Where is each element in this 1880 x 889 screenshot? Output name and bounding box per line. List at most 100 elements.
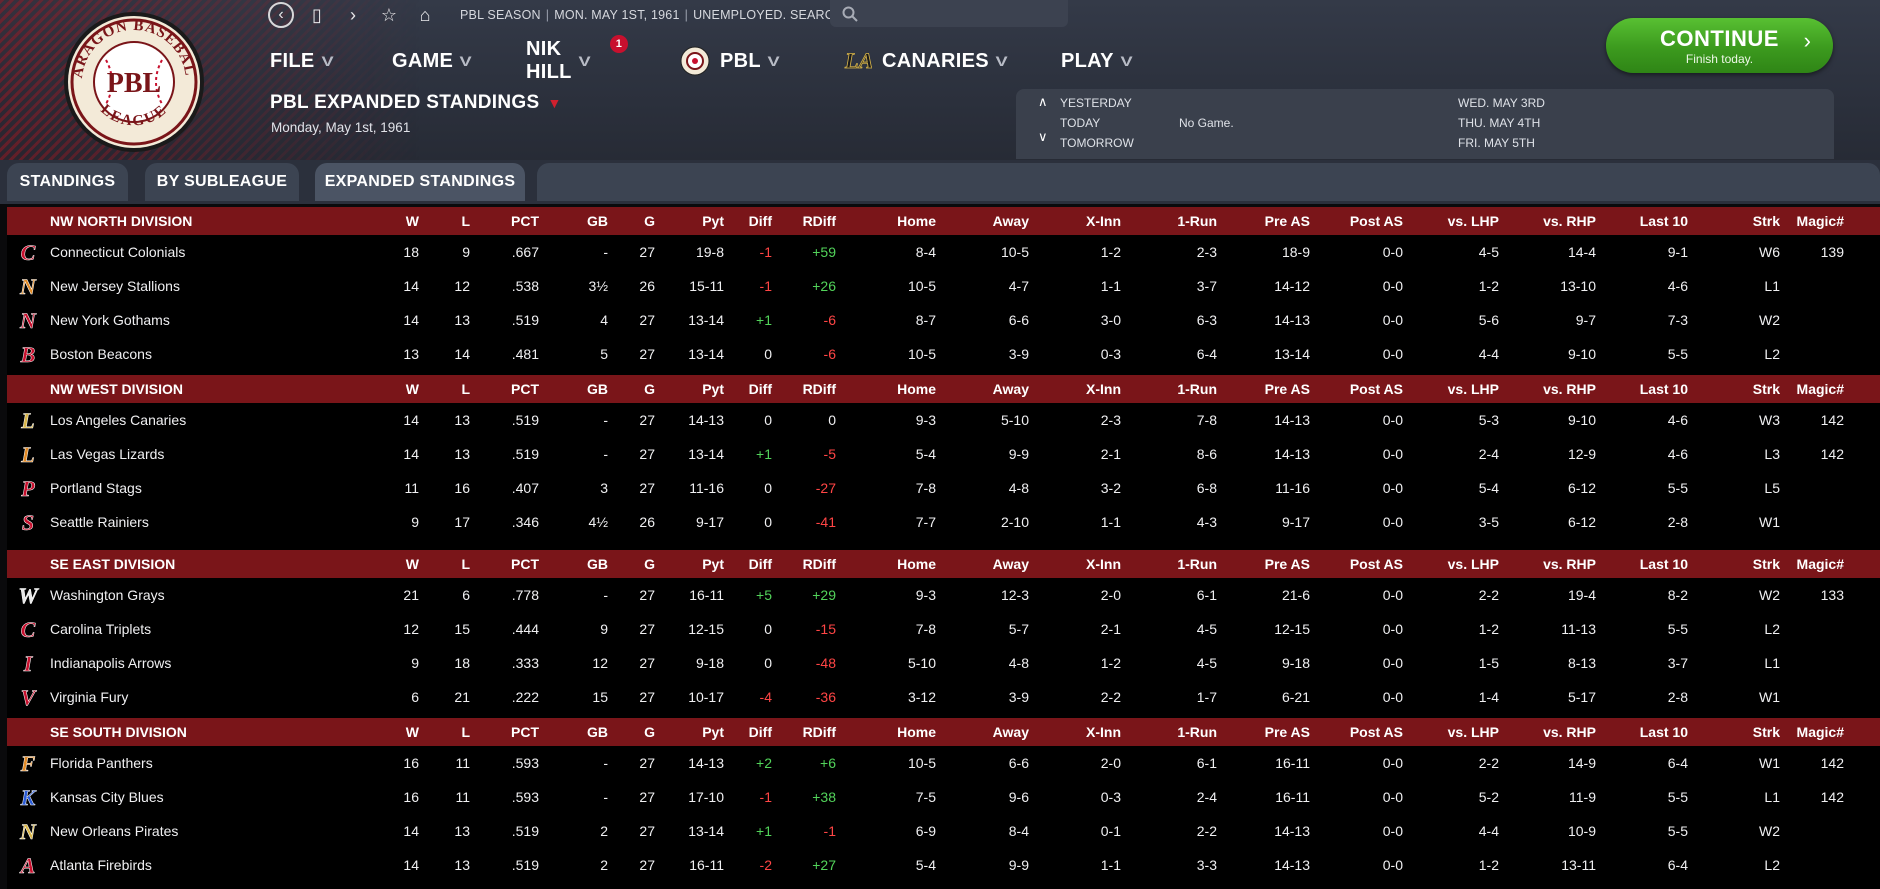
stags-logo-icon[interactable]: P [15, 475, 41, 501]
cell-vs-lhp: 5-4 [1478, 480, 1499, 496]
table-row[interactable]: C Carolina Triplets 12 15 .444 9 27 12-15 0 -15 7-… [7, 612, 1880, 646]
division-name[interactable]: NW NORTH DIVISION [50, 213, 193, 229]
search-input[interactable] [866, 6, 1056, 21]
team-name[interactable]: Atlanta Firebirds [50, 857, 152, 873]
cell-pyt: 11-16 [689, 480, 724, 496]
division-name[interactable]: NW WEST DIVISION [50, 381, 183, 397]
team-name[interactable]: Seattle Rainiers [50, 514, 149, 530]
continue-button[interactable]: CONTINUE Finish today. › [1606, 18, 1833, 73]
chevron-up-icon[interactable]: ∧ [1038, 94, 1048, 109]
blues-logo-icon[interactable]: K [15, 784, 41, 810]
team-name[interactable]: Florida Panthers [50, 755, 153, 771]
table-row[interactable]: S Seattle Rainiers 9 17 .346 4½ 26 9-17 0 -41 7-7 2… [7, 505, 1880, 539]
home-icon[interactable]: ⌂ [419, 4, 431, 25]
team-name[interactable]: Boston Beacons [50, 346, 152, 362]
table-row[interactable]: K Kansas City Blues 16 11 .593 - 27 17-10 -1 +38 7… [7, 780, 1880, 814]
crumb-date[interactable]: MON. MAY 1ST, 1961 [554, 8, 680, 22]
cell-g: 27 [639, 823, 655, 839]
firebirds-logo-icon[interactable]: A [15, 852, 41, 878]
canaries-logo-icon[interactable]: L [15, 407, 41, 433]
page-icon[interactable]: ▯ [312, 4, 322, 25]
rainiers-logo-icon[interactable]: S [15, 509, 41, 535]
team-name[interactable]: Portland Stags [50, 480, 142, 496]
table-row[interactable]: I Indianapolis Arrows 9 18 .333 12 27 9-18 0 -48 5… [7, 646, 1880, 680]
arrows-logo-icon[interactable]: I [15, 650, 41, 676]
menu-league[interactable]: PBL V [680, 44, 780, 78]
table-row[interactable]: W Washington Grays 21 6 .778 - 27 16-11 +5 +29 9-3… [7, 578, 1880, 612]
pirates-logo-icon[interactable]: N [15, 818, 41, 844]
beacons-logo-icon[interactable]: B [15, 341, 41, 367]
team-name[interactable]: Virginia Fury [50, 689, 129, 705]
cell-away: 10-5 [1000, 244, 1029, 260]
schedule-day-2[interactable]: THU. MAY 4TH [1458, 116, 1541, 130]
table-row[interactable]: A Atlanta Firebirds 14 13 .519 2 27 16-11 -2 +27 5… [7, 848, 1880, 882]
grays-logo-icon[interactable]: W [15, 582, 41, 608]
table-row[interactable]: V Virginia Fury 6 21 .222 15 27 10-17 -4 -36 3-12 3… [7, 680, 1880, 714]
table-row[interactable]: L Las Vegas Lizards 14 13 .519 - 27 13-14 +1 -5 5-… [7, 437, 1880, 471]
colonials-logo-icon[interactable]: C [15, 239, 41, 265]
column-header-w: W [405, 724, 419, 740]
column-header-magic-: Magic# [1796, 213, 1844, 229]
cell-home: 10-5 [907, 346, 936, 362]
team-name[interactable]: Indianapolis Arrows [50, 655, 172, 671]
division-name[interactable]: SE SOUTH DIVISION [50, 724, 187, 740]
fury-logo-icon[interactable]: V [15, 684, 41, 710]
cell-w: 14 [403, 412, 419, 428]
table-row[interactable]: N New Jersey Stallions 14 12 .538 3½ 26 15-11 -1… [7, 269, 1880, 303]
division-name[interactable]: SE EAST DIVISION [50, 556, 176, 572]
team-name[interactable]: Las Vegas Lizards [50, 446, 165, 462]
stallions-logo-icon[interactable]: N [15, 273, 41, 299]
menu-file[interactable]: FILE V [270, 44, 333, 78]
svg-text:LA: LA [844, 48, 872, 73]
schedule-day-1[interactable]: WED. MAY 3RD [1458, 96, 1545, 110]
table-row[interactable]: N New York Gothams 14 13 .519 4 27 13-14 +1 -6 8-7… [7, 303, 1880, 337]
forward-icon[interactable]: › [350, 4, 356, 25]
team-name[interactable]: Los Angeles Canaries [50, 412, 187, 428]
table-row[interactable]: C Connecticut Colonials 18 9 .667 - 27 19-8 -1 +5… [7, 235, 1880, 269]
notification-badge: 1 [610, 35, 628, 53]
crumb-season[interactable]: PBL SEASON [460, 8, 541, 22]
cell-w: 16 [403, 789, 419, 805]
table-row[interactable]: F Florida Panthers 16 11 .593 - 27 14-13 +2 +6 10-… [7, 746, 1880, 780]
cell-rdiff: -6 [823, 312, 836, 328]
menu-game[interactable]: GAME V [392, 44, 472, 78]
star-icon[interactable]: ☆ [380, 4, 398, 25]
panthers-logo-icon[interactable]: F [15, 750, 41, 776]
cell-strk: L1 [1764, 789, 1780, 805]
svg-text:C: C [21, 617, 36, 642]
cell-away: 6-6 [1008, 312, 1029, 328]
schedule-yesterday-label: YESTERDAY [1060, 96, 1132, 110]
menu-team[interactable]: LA CANARIES V [842, 44, 1008, 78]
menu-manager[interactable]: NIK HILL V 1 [526, 35, 628, 83]
team-name[interactable]: Carolina Triplets [50, 621, 152, 637]
cell-post-as: 0-0 [1382, 621, 1403, 637]
tab-by-subleague[interactable]: BY SUBLEAGUE [145, 163, 299, 201]
team-name[interactable]: New Jersey Stallions [50, 278, 180, 294]
team-name[interactable]: New York Gothams [50, 312, 170, 328]
team-name[interactable]: Kansas City Blues [50, 789, 164, 805]
tab-standings[interactable]: STANDINGS [7, 163, 128, 201]
cell-pre-as: 14-13 [1274, 446, 1310, 462]
back-icon[interactable]: ‹ [268, 2, 294, 28]
lizards-logo-icon[interactable]: L [15, 441, 41, 467]
table-row[interactable]: N New Orleans Pirates 14 13 .519 2 27 13-14 +1 -1… [7, 814, 1880, 848]
triplets-logo-icon[interactable]: C [15, 616, 41, 642]
table-row[interactable]: B Boston Beacons 13 14 .481 5 27 13-14 0 -6 10-5 3-… [7, 337, 1880, 371]
search-box[interactable] [830, 0, 1068, 27]
cell-diff: +1 [756, 446, 772, 462]
table-row[interactable]: L Los Angeles Canaries 14 13 .519 - 27 14-13 0 0 9… [7, 403, 1880, 437]
team-name[interactable]: New Orleans Pirates [50, 823, 179, 839]
svg-text:A: A [19, 853, 36, 878]
table-row[interactable]: P Portland Stags 11 16 .407 3 27 11-16 0 -27 7-8 4-… [7, 471, 1880, 505]
team-name[interactable]: Washington Grays [50, 587, 165, 603]
page-title[interactable]: PBL EXPANDED STANDINGS ▼ [270, 92, 562, 114]
schedule-day-3[interactable]: FRI. MAY 5TH [1458, 136, 1535, 150]
chevron-down-icon[interactable]: ∨ [1038, 129, 1048, 144]
tab-expanded-standings[interactable]: EXPANDED STANDINGS [315, 163, 525, 201]
team-name[interactable]: Connecticut Colonials [50, 244, 186, 260]
cell-pre-as: 14-13 [1274, 312, 1310, 328]
menu-play[interactable]: PLAY V [1061, 44, 1132, 78]
gothams-logo-icon[interactable]: N [15, 307, 41, 333]
cell-away: 5-7 [1008, 621, 1029, 637]
